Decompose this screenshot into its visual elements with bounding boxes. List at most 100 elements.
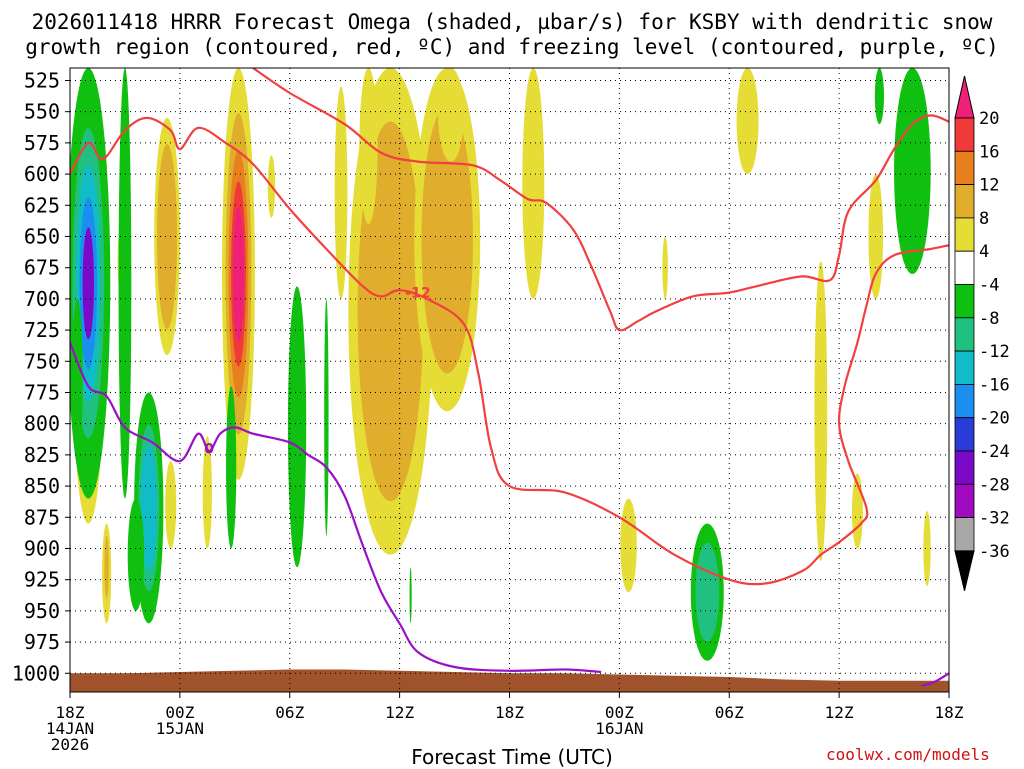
omega-negative-small-4-shade-0	[409, 567, 412, 624]
omega-positive-small-7	[620, 498, 637, 593]
y-tick-label-700: 700	[24, 287, 60, 311]
omega-negative-small-5	[874, 68, 884, 125]
omega-negative-hour46-column	[894, 68, 931, 274]
omega-positive-small-14	[202, 436, 212, 549]
omega-negative-small-7	[226, 386, 237, 549]
omega-positive-small-1	[359, 68, 378, 224]
y-tick-label-975: 975	[24, 630, 60, 654]
omega-positive-small-2-shade-0	[522, 68, 545, 299]
omega-positive-hour2-small-gold	[104, 536, 109, 599]
y-tick-label-725: 725	[24, 318, 60, 342]
omega-positive-hour5-band-shade-1	[157, 144, 178, 329]
omega-negative-hour12-column	[287, 286, 307, 568]
y-tick-label-825: 825	[24, 443, 60, 467]
contour-freezing-level-0c	[70, 342, 602, 674]
omega-negative-hour34-blob	[690, 523, 724, 661]
x-tick-label-0-2: 2026	[51, 735, 90, 754]
colorbar-box-10	[954, 450, 975, 485]
colorbar-label-3: 8	[979, 209, 989, 229]
omega-positive-hour9-column	[221, 68, 255, 480]
x-tick-label-30-0: 00Z	[605, 703, 634, 722]
colorbar-box-8	[954, 383, 975, 419]
colorbar-box-11	[954, 483, 975, 518]
colorbar-box-3	[954, 217, 975, 252]
omega-positive-small-0-shade-0	[334, 86, 348, 299]
x-tick-label-0-1: 14JAN	[46, 719, 94, 738]
terrain-surface	[70, 669, 949, 692]
colorbar-box-12	[954, 517, 975, 552]
x-axis-label: Forecast Time (UTC)	[411, 745, 613, 769]
x-tick-label-0-0: 18Z	[56, 703, 85, 722]
omega-negative-small-7-shade-0	[226, 386, 237, 549]
x-tick-label-24-0: 18Z	[495, 703, 524, 722]
colorbar-box-9	[954, 417, 975, 452]
y-tick-label-550: 550	[24, 100, 60, 124]
x-tick-label-36-0: 06Z	[715, 703, 744, 722]
omega-negative-small-1	[71, 298, 83, 462]
y-tick-label-900: 900	[24, 536, 60, 560]
contour-dgz-bottom-minus18	[252, 68, 949, 332]
omega-positive-small-7-shade-0	[620, 498, 637, 593]
colorbar-label-6: -8	[979, 309, 999, 329]
colorbar-label-12: -32	[979, 509, 1010, 529]
y-tick-label-750: 750	[24, 349, 60, 373]
omega-positive-small-5-shade-0	[165, 461, 177, 549]
omega-positive-small-14-shade-0	[202, 436, 212, 549]
contour-label-dgz-top-minus12: -12	[405, 286, 430, 302]
colorbar-label-10: -24	[979, 442, 1010, 462]
contour-freezing-level-right-edge	[921, 672, 949, 687]
colorbar: 20 16 12 8 4 -4 -8 -12 -16 -20 -24 -28 -32 -36	[954, 75, 1010, 592]
omega-negative-small-6-shade-0	[127, 498, 145, 611]
omega-positive-small-2	[522, 68, 545, 299]
y-tick-label-600: 600	[24, 162, 60, 186]
omega-positive-hour9-column-shade-4	[233, 205, 244, 342]
omega-negative-small-3-shade-0	[324, 298, 329, 536]
omega-positive-hour20-21-band-shade-1	[421, 105, 473, 374]
colorbar-label-13: -36	[979, 542, 1010, 562]
omega-positive-small-3	[438, 68, 464, 162]
x-tick-label-48-0: 18Z	[935, 703, 964, 722]
y-tick-label-675: 675	[24, 256, 60, 280]
omega-negative-small-0	[118, 68, 132, 499]
omega-positive-small-9-shade-0	[814, 261, 828, 561]
omega-positive-small-9	[814, 261, 828, 561]
omega-negative-small-4	[409, 567, 412, 624]
colorbar-box-0	[954, 117, 975, 152]
colorbar-label-2: 12	[979, 176, 999, 196]
colorbar-box-5	[954, 284, 975, 319]
omega-positive-small-11-shade-0	[736, 68, 759, 175]
contour-label-freezing-level-0c: 0	[204, 442, 214, 458]
omega-negative-small-1-shade-0	[71, 298, 83, 462]
x-tick-label-18-0: 12Z	[385, 703, 414, 722]
omega-negative-top-left	[70, 68, 111, 499]
colorbar-label-0: 20	[979, 109, 999, 129]
y-tick-label-575: 575	[24, 131, 60, 155]
gridlines	[70, 68, 949, 692]
colorbar-box-6	[954, 317, 975, 352]
omega-positive-small-5	[165, 461, 177, 549]
omega-positive-hour16-19-band-shade-1	[357, 121, 424, 502]
y-tick-label-950: 950	[24, 599, 60, 623]
colorbar-label-1: 16	[979, 142, 999, 162]
x-tick-label-6-1: 15JAN	[156, 719, 204, 738]
colorbar-label-4: 4	[979, 242, 989, 262]
colorbar-box-7	[954, 350, 975, 385]
omega-negative-small-3	[324, 298, 329, 536]
colorbar-box-4	[954, 250, 975, 285]
plot-area: -12 0	[70, 68, 949, 692]
colorbar-box-2	[954, 184, 975, 219]
colorbar-label-5: -4	[979, 276, 999, 296]
y-tick-label-850: 850	[24, 474, 60, 498]
omega-negative-hour34-blob-shade-1	[695, 542, 720, 642]
omega-negative-small-5-shade-0	[874, 68, 884, 125]
omega-positive-small-3-shade-0	[438, 68, 464, 162]
colorbar-top-arrow	[954, 75, 975, 119]
colorbar-label-8: -16	[979, 375, 1010, 395]
x-tick-label-42-0: 12Z	[825, 703, 854, 722]
colorbar-box-1	[954, 150, 975, 186]
contour-dgz-top-minus12	[70, 116, 949, 586]
y-tick-label-800: 800	[24, 412, 60, 436]
y-tick-label-625: 625	[24, 193, 60, 217]
